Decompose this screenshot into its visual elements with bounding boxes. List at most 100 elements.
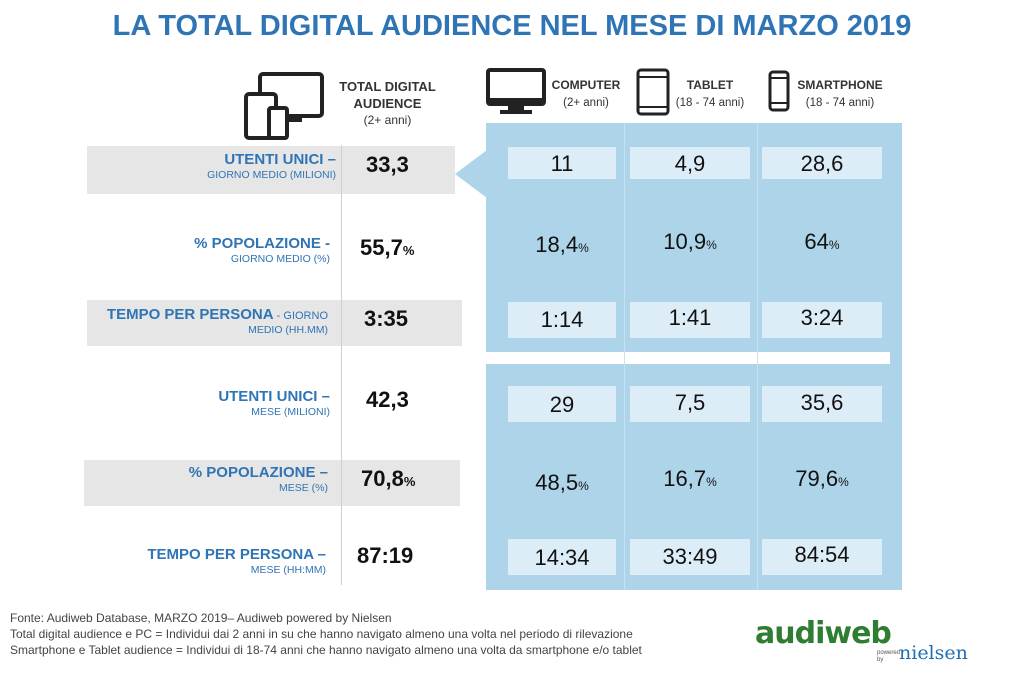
value-number: 11 xyxy=(550,151,574,176)
cell-bg-r3-smartphone xyxy=(762,302,882,338)
row-label-sub: GIORNO MEDIO (MILIONI) xyxy=(207,169,336,181)
row-label-main: % POPOLAZIONE xyxy=(194,235,321,252)
smartphone-value: 79,6% xyxy=(762,466,882,492)
row-label-main: UTENTI UNICI xyxy=(218,388,318,405)
cell-bg-r6-tablet xyxy=(630,539,750,575)
value-number: 18,4 xyxy=(535,232,579,257)
tablet-value: 1:41 xyxy=(630,305,750,331)
row-label-dash: - GIORNO xyxy=(273,310,328,322)
cell-bg-r6-smartphone xyxy=(762,539,882,575)
header-total-label: TOTAL DIGITAL AUDIENCE xyxy=(339,79,436,111)
footer-source: Fonte: Audiweb Database, MARZO 2019– Aud… xyxy=(10,611,392,625)
footer-notes: Fonte: Audiweb Database, MARZO 2019– Aud… xyxy=(10,610,642,658)
audiweb-logo: audiweb powered by nielsen xyxy=(755,616,975,672)
smartphone-icon xyxy=(768,70,790,112)
panel-column-line-2 xyxy=(757,123,758,590)
value-unit: % xyxy=(706,475,717,489)
value-unit: % xyxy=(578,241,589,255)
value-number: 29 xyxy=(549,392,575,417)
smartphone-value: 35,6 xyxy=(762,390,882,416)
total-column-line xyxy=(341,145,342,585)
row-label: % POPOLAZIONE - GIORNO MEDIO (%) xyxy=(90,235,330,265)
row-label-main: % POPOLAZIONE xyxy=(188,464,316,481)
footer-note-total: Total digital audience e PC = Individui … xyxy=(10,627,633,641)
value-number: 42,3 xyxy=(366,387,409,412)
tablet-value: 4,9 xyxy=(630,151,750,177)
row-label-dash: – xyxy=(315,464,328,481)
smartphone-value: 64% xyxy=(762,229,882,255)
value-number: 70,8 xyxy=(361,466,404,491)
row-label-sub: MESE (%) xyxy=(278,482,328,494)
value-number: 33:49 xyxy=(662,544,718,569)
header-smartphone: SMARTPHONE (18 - 74 anni) xyxy=(792,76,888,112)
footer-note-mobile: Smartphone e Tablet audience = Individui… xyxy=(10,643,642,657)
value-number: 7,5 xyxy=(674,390,706,415)
computer-value: 48,5% xyxy=(508,470,616,496)
audiweb-logo-partner: nielsen xyxy=(899,642,968,664)
tablet-value: 16,7% xyxy=(630,466,750,492)
tablet-value: 7,5 xyxy=(630,390,750,416)
total-value: 42,3 xyxy=(366,387,409,413)
header-smartphone-sub: (18 - 74 anni) xyxy=(805,97,875,109)
value-number: 79,6 xyxy=(795,466,839,491)
value-number: 10,9 xyxy=(663,229,707,254)
value-number: 35,6 xyxy=(800,390,844,415)
row-label: UTENTI UNICI – MESE (MILIONI) xyxy=(90,388,330,418)
value-number: 1:41 xyxy=(668,305,712,330)
total-value: 55,7% xyxy=(360,235,414,261)
cell-bg-r4-smartphone xyxy=(762,386,882,422)
value-number: 64 xyxy=(804,229,829,254)
value-number: 33,3 xyxy=(366,152,409,177)
value-unit: % xyxy=(403,474,416,489)
value-number: 16,7 xyxy=(663,466,707,491)
header-total-sub: (2+ anni) xyxy=(363,113,412,127)
cell-bg-r4-computer xyxy=(508,386,616,422)
total-value: 70,8% xyxy=(361,466,415,492)
cell-bg-r6-computer xyxy=(508,539,616,575)
value-number: 55,7 xyxy=(360,235,403,260)
value-unit: % xyxy=(706,238,717,252)
row-label-dash: – xyxy=(323,151,336,168)
row-label-sub: MEDIO (HH.MM) xyxy=(248,324,328,336)
value-number: 48,5 xyxy=(535,470,579,495)
header-tablet-sub: (18 - 74 anni) xyxy=(675,97,745,109)
row-label: % POPOLAZIONE – MESE (%) xyxy=(90,464,328,494)
row-label-main: UTENTI UNICI xyxy=(224,151,324,168)
row-label-main: TEMPO PER PERSONA xyxy=(147,546,314,563)
cell-bg-r3-tablet xyxy=(630,302,750,338)
header-computer-sub: (2+ anni) xyxy=(563,97,609,109)
row-label-main: TEMPO PER PERSONA xyxy=(106,306,274,323)
total-value: 33,3 xyxy=(366,152,409,178)
tablet-value: 33:49 xyxy=(630,544,750,570)
cell-bg-r3-computer xyxy=(508,302,616,338)
value-number: 1:14 xyxy=(540,307,584,332)
row-bg-1 xyxy=(87,146,455,194)
value-unit: % xyxy=(838,475,849,489)
value-number: 28,6 xyxy=(800,151,844,176)
computer-value: 14:34 xyxy=(508,545,616,571)
page-title: LA TOTAL DIGITAL AUDIENCE NEL MESE DI MA… xyxy=(112,10,912,42)
computer-value: 11 xyxy=(508,151,616,177)
row-label-dash: – xyxy=(317,388,330,405)
panel-column-line-1 xyxy=(624,123,625,590)
value-number: 87:19 xyxy=(357,543,414,568)
smartphone-value: 84:54 xyxy=(762,542,882,568)
row-label-dash: - xyxy=(320,235,330,252)
header-total-digital-audience: TOTAL DIGITAL AUDIENCE (2+ anni) xyxy=(330,78,445,129)
cell-bg-r1-smartphone xyxy=(762,147,882,179)
total-value: 87:19 xyxy=(357,543,413,569)
tablet-value: 10,9% xyxy=(630,229,750,255)
row-label-sub: MESE (HH:MM) xyxy=(250,564,326,576)
computer-value: 18,4% xyxy=(508,232,616,258)
smartphone-value: 3:24 xyxy=(762,305,882,331)
audiweb-logo-powered: powered by xyxy=(877,650,901,663)
panel-pointer xyxy=(455,150,487,198)
cell-bg-r1-computer xyxy=(508,147,616,179)
row-label: UTENTI UNICI – GIORNO MEDIO (MILIONI) xyxy=(90,151,336,181)
computer-value: 29 xyxy=(508,392,616,418)
row-label: TEMPO PER PERSONA – MESE (HH:MM) xyxy=(90,546,326,576)
value-unit: % xyxy=(828,238,840,252)
header-smartphone-label: SMARTPHONE xyxy=(797,78,883,92)
value-number: 3:24 xyxy=(800,305,844,330)
tablet-icon xyxy=(636,68,670,116)
